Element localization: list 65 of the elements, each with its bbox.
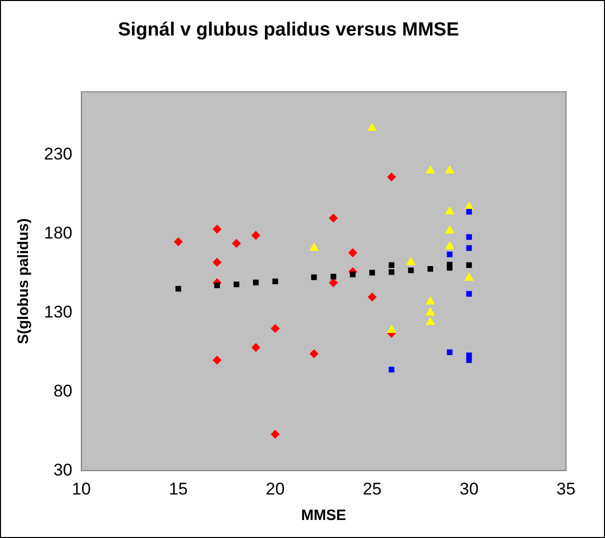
point: [388, 269, 394, 275]
point: [426, 316, 436, 325]
point: [466, 357, 472, 363]
point: [388, 262, 394, 268]
point: [444, 240, 454, 250]
x-tick-label: 30: [460, 479, 479, 498]
x-axis-title: MMSE: [301, 507, 346, 524]
point: [232, 238, 241, 248]
point: [311, 274, 317, 280]
point: [350, 272, 356, 278]
y-axis-title: S(globus palidus): [15, 218, 32, 344]
point: [309, 349, 318, 358]
point: [444, 165, 454, 174]
point: [464, 272, 474, 281]
y-tick-label: 80: [53, 381, 72, 400]
point: [466, 262, 472, 268]
point: [387, 172, 396, 182]
point: [446, 349, 453, 356]
y-tick-label: 130: [44, 302, 72, 322]
point: [444, 206, 454, 215]
point: [214, 282, 220, 288]
point: [427, 266, 434, 272]
point: [367, 122, 377, 131]
point: [466, 245, 472, 251]
point: [212, 224, 222, 234]
point: [251, 230, 260, 240]
point: [330, 274, 336, 280]
y-tick-label: 30: [53, 460, 72, 480]
x-tick-label: 25: [362, 479, 382, 498]
point: [369, 270, 375, 276]
point: [466, 208, 472, 215]
point: [406, 256, 416, 266]
point: [251, 342, 260, 352]
point: [212, 258, 222, 267]
point: [408, 267, 414, 274]
point: [426, 296, 436, 304]
y-tick-label: 180: [44, 224, 72, 243]
point: [368, 292, 377, 302]
point: [272, 278, 278, 284]
x-tick-label: 15: [168, 479, 188, 498]
point: [466, 234, 472, 240]
point: [386, 324, 396, 333]
point: [348, 248, 358, 258]
point: [253, 280, 259, 286]
point: [270, 430, 280, 439]
point: [328, 278, 338, 288]
point: [446, 264, 453, 271]
point: [446, 252, 453, 258]
point: [328, 214, 338, 223]
point: [309, 242, 319, 251]
point: [212, 356, 222, 365]
point: [426, 307, 436, 316]
point: [234, 282, 240, 288]
x-tick-label: 20: [266, 479, 285, 498]
point: [174, 237, 183, 246]
point: [466, 291, 472, 297]
point: [426, 165, 436, 174]
point: [444, 225, 454, 234]
point: [175, 286, 182, 292]
chart-title: Signál v glubus palidus versus MMSE: [118, 20, 460, 41]
x-tick-label: 35: [556, 479, 576, 498]
x-tick-label: 10: [72, 479, 91, 498]
point: [388, 366, 394, 372]
point: [270, 324, 280, 334]
y-tick-label: 230: [44, 144, 72, 164]
